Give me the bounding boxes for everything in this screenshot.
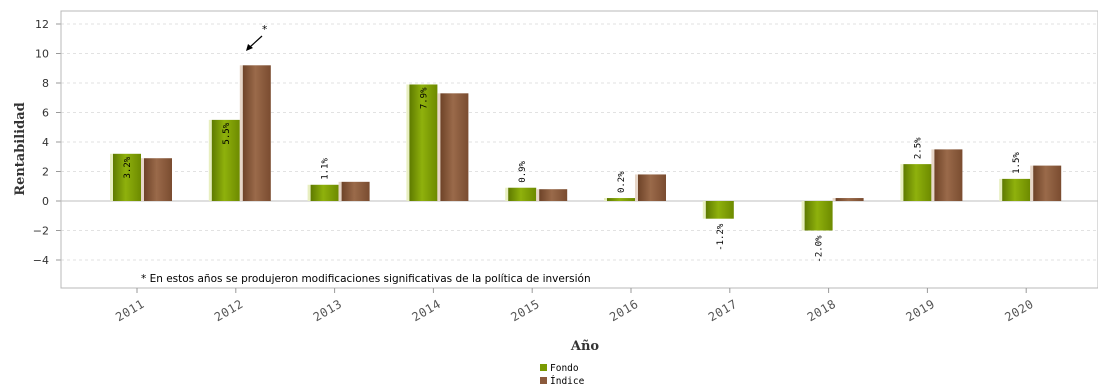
bar-highlight	[208, 119, 212, 201]
footnote: * En estos años se produjeron modificaci…	[141, 273, 591, 285]
x-tick-labels: 2011 2012 2013 2014 2015 2016 2017 2018 2019 2020	[113, 288, 1036, 324]
bar-indice-2013	[341, 181, 370, 201]
bar-fondo-2011	[113, 153, 141, 201]
bar-highlight	[801, 201, 805, 231]
bar-indice-2020	[1033, 165, 1062, 201]
x-tick-label-2011: 2011	[113, 297, 147, 325]
bar-indice-2018	[835, 198, 864, 201]
x-tick-label-2016: 2016	[607, 297, 641, 325]
data-label-2011: 3.2%	[123, 156, 133, 178]
bar-highlight	[1030, 165, 1034, 201]
y-tick-label: 12	[35, 18, 49, 31]
y-tick-label: 6	[42, 107, 49, 120]
data-labels: 3.2% 5.5% 1.1% 7.9% 0.9% 0.2% -1.2% -2.0% 2.5% 1.…	[123, 87, 1022, 263]
data-label-2013: 1.1%	[321, 158, 331, 180]
bar-fondo-2015	[508, 187, 537, 201]
bar-highlight	[505, 187, 509, 201]
y-tick-label: 0	[42, 195, 49, 208]
bar-highlight	[832, 198, 836, 201]
x-tick-label-2013: 2013	[311, 297, 345, 325]
y-tick-label: −2	[33, 225, 49, 238]
legend: Fondo Índice	[540, 363, 585, 387]
data-label-2015: 0.9%	[518, 160, 528, 182]
bar-highlight	[604, 198, 607, 201]
legend-swatch-indice	[540, 377, 547, 384]
annotation-arrow	[246, 35, 263, 51]
legend-swatch-fondo	[540, 364, 547, 371]
x-tick-label-2015: 2015	[508, 297, 542, 325]
plot-frame	[60, 10, 1098, 289]
data-label-2018: -2.0%	[815, 235, 825, 263]
bar-indice-2016	[638, 174, 666, 201]
data-label-2019: 2.5%	[913, 137, 923, 159]
bar-indice-2011	[144, 158, 172, 201]
bar-indice-2014	[440, 93, 469, 201]
legend-label-indice: Índice	[550, 375, 585, 387]
y-tick-labels: 12 10 8 6 4 2 0 −2 −4	[33, 18, 61, 267]
x-axis-title: Año	[570, 339, 600, 354]
bar-highlight	[141, 158, 144, 201]
bar-highlight	[999, 178, 1003, 201]
y-tick-label: 10	[35, 48, 49, 61]
annotation-marker: *	[262, 24, 267, 36]
bar-fondo-2014	[409, 84, 438, 201]
y-tick-label: 2	[42, 166, 49, 179]
bar-highlight	[702, 201, 706, 219]
bar-fondo-2017	[705, 201, 734, 219]
y-tick-label: 4	[42, 136, 49, 149]
x-tick-label-2012: 2012	[212, 297, 246, 325]
x-tick-label-2019: 2019	[904, 297, 938, 325]
bar-highlight	[110, 153, 113, 201]
bar-fondo-2012	[211, 119, 240, 201]
data-label-2016: 0.2%	[617, 171, 627, 193]
y-tick-label: −4	[33, 254, 49, 267]
bars	[110, 65, 1062, 231]
bar-indice-2019	[934, 149, 963, 201]
y-tick-label: 8	[42, 77, 49, 90]
x-tick-label-2014: 2014	[410, 297, 444, 325]
bar-highlight	[338, 181, 342, 201]
legend-label-fondo: Fondo	[550, 363, 579, 374]
data-label-2012: 5.5%	[222, 122, 232, 144]
x-tick-label-2018: 2018	[805, 297, 839, 325]
bar-indice-2015	[539, 189, 568, 201]
data-label-2020: 1.5%	[1012, 152, 1022, 174]
bar-highlight	[437, 93, 441, 201]
x-tick-label-2020: 2020	[1002, 297, 1036, 325]
bar-fondo-2020	[1002, 178, 1031, 201]
bar-highlight	[900, 164, 904, 201]
bar-fondo-2019	[903, 164, 932, 201]
data-label-2017: -1.2%	[716, 223, 726, 251]
bar-highlight	[931, 149, 935, 201]
bar-highlight	[406, 84, 410, 201]
bar-highlight	[635, 174, 638, 201]
x-tick-label-2017: 2017	[706, 297, 740, 325]
bar-indice-2012	[242, 65, 271, 201]
bar-highlight	[307, 184, 311, 201]
bar-fondo-2018	[804, 201, 833, 231]
bar-fondo-2016	[607, 198, 635, 201]
data-label-2014: 7.9%	[419, 87, 429, 109]
bar-fondo-2013	[310, 184, 339, 201]
y-axis-title: Rentabilidad	[13, 102, 28, 195]
bar-highlight	[239, 65, 243, 201]
bar-highlight	[536, 189, 540, 201]
